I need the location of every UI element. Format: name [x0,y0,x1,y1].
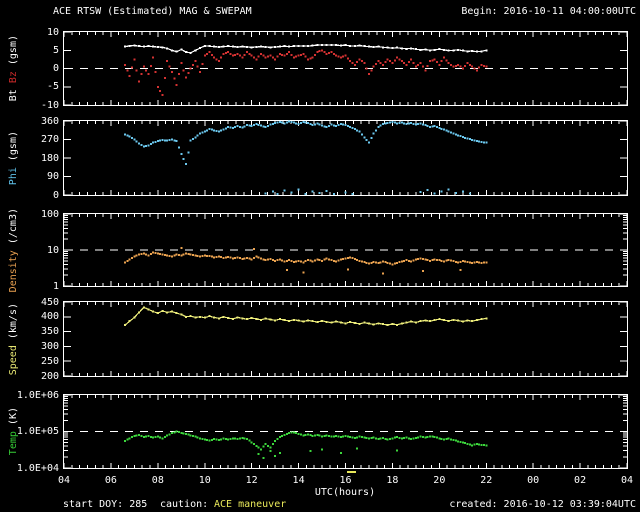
axis-label-part: (gsm) [7,35,19,72]
speed-axis-label: Speed (km/s) [4,301,22,377]
caution-value: ACE maneuver [214,499,287,510]
y-tick-label: 180 [40,152,59,164]
y-tick-label: 400 [40,311,59,323]
y-tick-label: 100 [40,208,59,220]
y-tick-label: -10 [40,99,59,111]
phi-axis-label-text: Phi (gsm) [8,131,19,185]
x-tick-label: 14 [292,475,305,486]
y-tick-label: 250 [40,355,59,367]
x-axis-title: UTC(hours) [314,487,376,498]
x-tick-label: 20 [433,475,446,486]
y-tick-label: 1 [52,280,59,292]
y-tick-label: -5 [46,81,59,93]
y-tick-label: 350 [40,326,59,338]
axis-label-part: (/cm3) [7,207,19,250]
x-tick-label: 10 [198,475,211,486]
axis-label-part: Bt [7,83,19,102]
density-axis-label-text: Density (/cm3) [8,208,19,292]
x-tick-label: 22 [480,475,493,486]
axis-label-part: Speed [7,345,19,376]
axis-label-part: (K) [7,407,19,432]
y-tick-label: 300 [40,340,59,352]
x-tick-label: 04 [57,475,71,486]
x-tick-label: 04 [620,475,634,486]
y-tick-label: 90 [46,171,59,182]
plot-title: ACE RTSW (Estimated) MAG & SWEPAM [53,6,252,17]
panel-speed-canvas [63,301,628,377]
panel-density-canvas [63,213,628,287]
y-tick-label: 200 [40,370,59,382]
temp-axis-label: Temp (K) [4,394,22,469]
mag-axis-label: Bt Bz (gsm) [4,31,22,106]
axis-label-part: (gsm) [7,130,19,168]
y-tick-label: 1.0E+06 [16,389,59,401]
panel-temp-canvas [63,394,628,469]
maneuver-marker [346,471,356,473]
x-tick-label: 08 [151,475,164,486]
temp-axis-label-text: Temp (K) [8,407,19,455]
phi-axis-label: Phi (gsm) [4,120,22,196]
y-tick-label: 0 [52,63,59,74]
x-tick-label: 00 [527,475,540,486]
y-tick-label: 1.0E+04 [16,462,59,474]
y-tick-label: 5 [52,44,59,56]
x-tick-label: 06 [104,475,117,486]
axis-label-part: Bz [7,71,19,84]
x-tick-label: 16 [339,475,352,486]
panel-mag-canvas [63,31,628,106]
created-timestamp: created: 2016-10-12 03:39:04UTC [449,499,636,510]
y-tick-label: 10 [46,244,59,256]
x-tick-label: 18 [386,475,399,486]
axis-label-part: Density [7,250,19,293]
start-doy-label: start DOY: 285 [63,499,148,510]
x-tick-label: 02 [574,475,587,486]
begin-timestamp: Begin: 2016-10-11 04:00:00UTC [461,6,636,17]
axis-label-part: (km/s) [7,302,19,346]
density-axis-label: Density (/cm3) [4,208,22,292]
panel-phi-canvas [63,120,628,196]
y-tick-label: 0 [52,189,59,201]
speed-axis-label-text: Speed (km/s) [8,303,19,375]
mag-axis-label-text: Bt Bz (gsm) [8,35,19,101]
y-tick-label: 450 [40,296,59,308]
axis-label-part: Temp [7,431,19,456]
caution-label: caution: [160,499,209,510]
y-tick-label: 270 [40,134,59,145]
y-tick-label: 360 [40,115,59,127]
y-tick-label: 1.0E+05 [16,426,59,437]
x-tick-label: 12 [245,475,258,486]
y-tick-label: 10 [46,26,59,38]
axis-label-part: Phi [7,167,19,186]
